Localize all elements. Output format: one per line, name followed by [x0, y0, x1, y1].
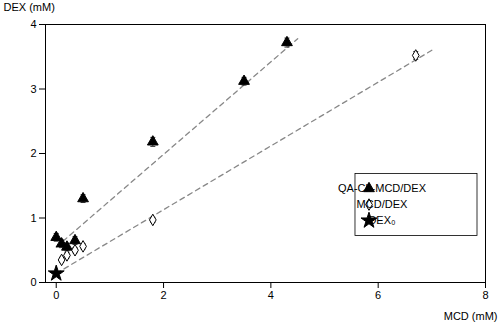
svg-text:3: 3: [30, 83, 36, 95]
svg-text:0: 0: [53, 289, 59, 301]
svg-text:MCD (mM): MCD (mM): [444, 310, 498, 322]
svg-text:4: 4: [30, 18, 36, 30]
svg-text:MCD/DEX: MCD/DEX: [357, 198, 408, 210]
svg-text:4: 4: [268, 289, 274, 301]
svg-text:1: 1: [30, 212, 36, 224]
svg-text:8: 8: [482, 289, 488, 301]
svg-text:DEX (mM): DEX (mM): [4, 1, 55, 13]
svg-text:QA-Ch-MCD/DEX: QA-Ch-MCD/DEX: [338, 182, 427, 194]
svg-text:DEX₀: DEX₀: [368, 214, 395, 226]
svg-text:2: 2: [30, 147, 36, 159]
svg-text:0: 0: [30, 276, 36, 288]
svg-text:6: 6: [375, 289, 381, 301]
svg-text:2: 2: [160, 289, 166, 301]
